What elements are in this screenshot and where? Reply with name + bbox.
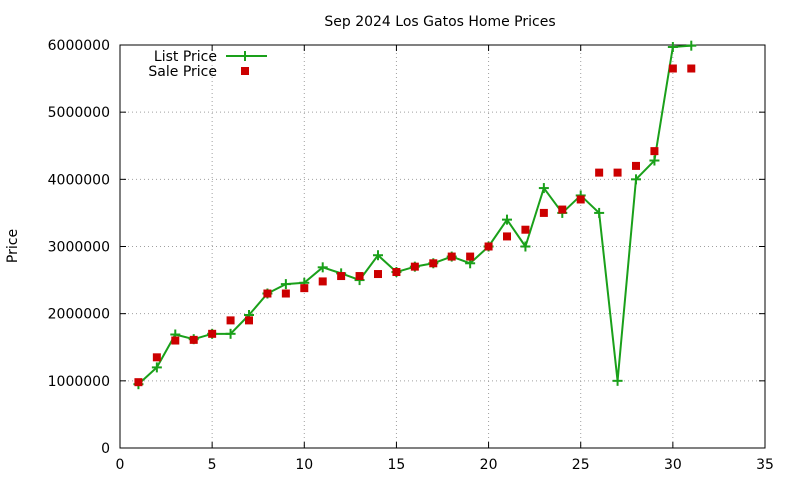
list-price-marker xyxy=(686,40,697,51)
sale-price-marker xyxy=(152,353,161,362)
sale-price-marker xyxy=(171,336,180,345)
sale-price-marker xyxy=(410,262,419,271)
legend-label-list-price: List Price xyxy=(154,49,217,65)
legend-marker-sale-price xyxy=(241,67,249,75)
sale-price-marker xyxy=(687,64,696,73)
sale-price-marker xyxy=(429,259,438,268)
list-price-marker xyxy=(631,174,641,185)
list-price-line xyxy=(137,44,692,385)
x-tick-label: 0 xyxy=(116,457,125,473)
legend: List Price Sale Price xyxy=(148,49,267,80)
sale-price-marker xyxy=(245,316,253,325)
y-axis-label: Price xyxy=(5,229,21,263)
legend-label-sale-price: Sale Price xyxy=(148,64,217,80)
axis-ticks: 0 5 10 15 20 25 30 35 0 1000000 2000000 3000000 4000… xyxy=(48,38,774,473)
y-tick-label: 4000000 xyxy=(48,172,110,188)
sale-price-marker xyxy=(668,64,677,73)
y-tick-label: 6000000 xyxy=(48,38,110,54)
x-tick-label: 10 xyxy=(295,457,313,473)
list-price-marker xyxy=(667,42,678,53)
sale-price-marker xyxy=(521,225,530,234)
list-price-marker xyxy=(502,214,512,225)
sale-price-marker xyxy=(226,316,235,325)
sale-price-marker xyxy=(447,252,456,261)
legend-marker-list-price xyxy=(240,51,250,61)
list-price-marker xyxy=(520,241,531,252)
sale-price-marker xyxy=(300,284,309,293)
list-price-marker xyxy=(225,328,236,339)
list-price-marker xyxy=(373,250,383,261)
sale-price-marker xyxy=(134,378,143,387)
list-price-marker xyxy=(151,362,162,373)
y-tick-label: 1000000 xyxy=(48,374,110,390)
sale-price-marker xyxy=(355,272,364,281)
sale-price-marker xyxy=(650,147,659,156)
sale-price-marker xyxy=(466,252,475,261)
x-tick-label: 30 xyxy=(664,457,682,473)
sale-price-marker xyxy=(208,329,217,338)
list-price-marker xyxy=(594,207,605,218)
sale-price-marker xyxy=(281,289,290,298)
sale-price-marker xyxy=(613,168,622,177)
y-tick-label: 0 xyxy=(101,441,110,457)
x-tick-label: 5 xyxy=(208,457,217,473)
list-price-series xyxy=(133,40,697,390)
y-tick-label: 3000000 xyxy=(48,240,110,256)
gridlines xyxy=(120,45,765,448)
sale-price-marker xyxy=(392,268,401,277)
list-price-marker xyxy=(538,183,549,194)
y-tick-label: 5000000 xyxy=(48,105,110,121)
sale-price-marker xyxy=(484,242,493,251)
sale-price-marker xyxy=(558,205,567,214)
sale-price-marker xyxy=(539,208,548,217)
list-price-marker xyxy=(280,279,291,290)
sale-price-marker xyxy=(263,289,272,298)
list-price-marker xyxy=(649,155,660,166)
x-tick-label: 25 xyxy=(572,457,590,473)
list-price-marker xyxy=(612,375,623,386)
x-tick-label: 15 xyxy=(388,457,406,473)
list-price-marker xyxy=(317,262,328,273)
sale-price-marker xyxy=(374,270,382,279)
sale-price-marker xyxy=(595,168,604,177)
sale-price-marker xyxy=(632,161,640,170)
x-tick-label: 20 xyxy=(480,457,498,473)
y-tick-label: 2000000 xyxy=(48,307,110,323)
x-tick-label: 35 xyxy=(756,457,774,473)
sale-price-series xyxy=(134,64,696,387)
sale-price-marker xyxy=(503,232,511,241)
sale-price-marker xyxy=(189,335,198,344)
sale-price-marker xyxy=(318,277,327,286)
sale-price-marker xyxy=(337,272,346,281)
sale-price-marker xyxy=(576,195,585,204)
chart-title: Sep 2024 Los Gatos Home Prices xyxy=(324,14,555,30)
